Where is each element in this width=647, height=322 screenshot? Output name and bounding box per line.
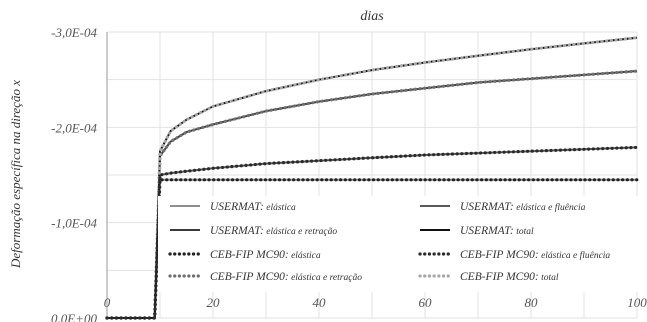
legend-label: USERMAT: elástica e fluência — [460, 201, 586, 213]
series-line — [105, 178, 639, 320]
legend-label: USERMAT: total — [460, 225, 534, 237]
y-tick-label: -2,0E-04 — [51, 120, 97, 135]
y-tick-label: -1,0E-04 — [51, 216, 97, 231]
legend-label: CEB-FIP MC90: elástica e retração — [210, 271, 362, 283]
series-line — [105, 69, 639, 320]
series-line — [105, 36, 639, 320]
x-tick-label: 40 — [313, 295, 327, 310]
x-tick-label: 20 — [207, 295, 221, 310]
x-tick-label: 100 — [627, 295, 647, 310]
y-tick-label: 0,0E+00 — [51, 311, 97, 322]
legend-label: USERMAT: elástica — [210, 201, 296, 213]
chart-legend: USERMAT: elástica USERMAT: elástica e flu… — [158, 196, 638, 292]
series-line — [105, 145, 639, 320]
y-tick-label: -3,0E-04 — [51, 25, 97, 40]
x-tick-label: 80 — [525, 295, 539, 310]
legend-box — [158, 196, 638, 292]
x-tick-label: 60 — [419, 295, 433, 310]
chart-title: dias — [360, 9, 384, 24]
legend-label: CEB-FIP MC90: elástica e fluência — [460, 249, 610, 261]
chart-ticks: 0 20 40 60 80 100 0,0E+00 -1,0E-04 -2,0E-04 -3,0E… — [51, 25, 647, 322]
legend-label: USERMAT: elástica e retração — [210, 225, 337, 237]
y-axis-label: Deformação específica na direção x — [8, 80, 23, 269]
legend-label: CEB-FIP MC90: elástica — [210, 249, 321, 261]
chart-series — [105, 36, 639, 320]
x-tick-label: 0 — [104, 295, 111, 310]
legend-label: CEB-FIP MC90: total — [460, 271, 559, 283]
